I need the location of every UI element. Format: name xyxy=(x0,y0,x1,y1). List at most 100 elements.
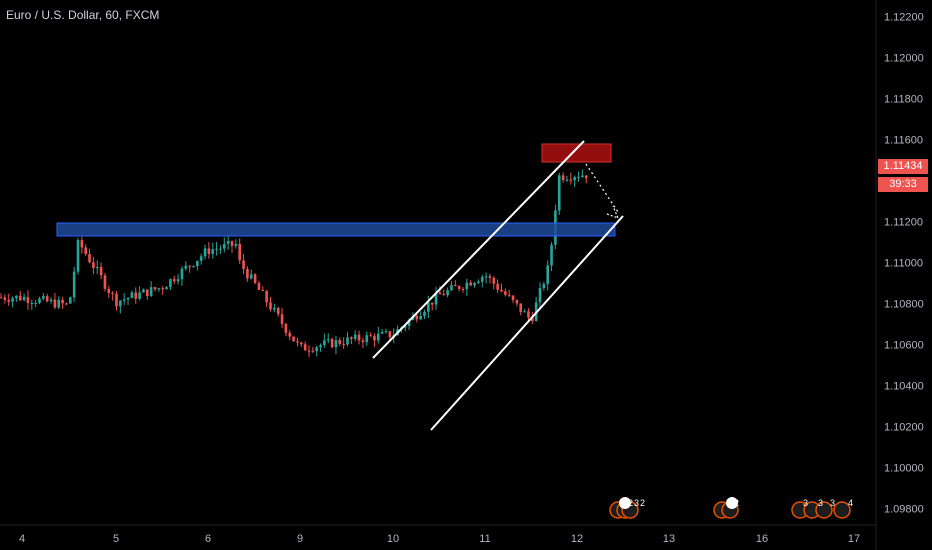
candle-down xyxy=(361,340,365,343)
candle-down xyxy=(488,276,492,278)
time-tick-label: 11 xyxy=(479,533,490,545)
event-count: 2 xyxy=(620,498,625,508)
candle-down xyxy=(284,323,288,333)
candle-down xyxy=(469,282,472,286)
candle-down xyxy=(438,292,442,295)
candle-up xyxy=(403,325,407,328)
candle-up xyxy=(315,347,318,352)
candle-up xyxy=(15,295,18,299)
candle-up xyxy=(380,331,384,334)
event-count: 3 xyxy=(818,498,823,508)
candle-down xyxy=(115,293,118,307)
candle-up xyxy=(427,302,430,312)
candle-down xyxy=(230,241,234,246)
candle-up xyxy=(192,266,195,268)
candle-up xyxy=(538,288,542,303)
candle-up xyxy=(223,243,226,249)
candle-up xyxy=(565,179,569,181)
candle-up xyxy=(176,279,180,282)
candle-up xyxy=(138,292,141,299)
price-tick-label: 1.11000 xyxy=(884,258,923,270)
events-group-2[interactable]: 8 2 xyxy=(713,497,739,519)
candle-up xyxy=(407,319,411,326)
events-group-3[interactable]: 3 3 3 4 xyxy=(791,498,853,519)
candle-down xyxy=(569,179,573,181)
candle-up xyxy=(434,292,438,305)
event-count: 3 xyxy=(803,498,808,508)
candle-down xyxy=(7,299,10,302)
candle-down xyxy=(519,303,523,313)
candle-up xyxy=(199,256,203,261)
price-tick-label: 1.10000 xyxy=(884,463,924,475)
candle-down xyxy=(45,296,49,302)
projection-arrowhead xyxy=(606,205,620,220)
time-tick-label: 9 xyxy=(297,533,303,545)
candle-up xyxy=(95,267,99,269)
candle-up xyxy=(165,287,168,290)
price-tick-label: 1.11200 xyxy=(884,216,923,228)
candle-down xyxy=(88,254,91,263)
event-count-badge xyxy=(619,497,631,509)
candle-down xyxy=(288,332,292,337)
candle-down xyxy=(253,274,257,283)
event-count: 3 xyxy=(830,498,835,508)
candle-down xyxy=(292,336,295,342)
price-tick-label: 1.10600 xyxy=(884,340,924,352)
candle-up xyxy=(334,339,338,348)
time-tick-label: 6 xyxy=(205,533,211,545)
candle-down xyxy=(504,291,507,295)
candle-down xyxy=(496,283,499,290)
candle-down xyxy=(261,289,265,292)
candle-down xyxy=(92,262,95,269)
candle-down xyxy=(80,240,84,248)
candle-up xyxy=(346,337,349,345)
time-tick-label: 4 xyxy=(19,533,25,545)
candle-up xyxy=(149,287,153,296)
candle-up xyxy=(523,311,526,313)
price-tick-label: 1.11800 xyxy=(884,93,923,105)
candle-down xyxy=(53,299,57,308)
price-tick-label: 1.10800 xyxy=(884,299,924,311)
channel-lower-line[interactable] xyxy=(430,215,624,431)
events-group-1[interactable]: 2 2 3 2 xyxy=(609,497,645,519)
resistance-zone[interactable] xyxy=(56,222,616,237)
candle-up xyxy=(226,241,230,244)
candle-down xyxy=(373,336,376,341)
us-flag-icon xyxy=(815,501,833,519)
price-tick-label: 1.12000 xyxy=(884,52,924,64)
candle-up xyxy=(184,265,188,269)
top-zone[interactable] xyxy=(541,143,612,163)
candle-up xyxy=(249,274,253,279)
candle-up xyxy=(38,298,41,303)
time-axis[interactable]: 4 5 6 9 10 11 12 13 16 17 xyxy=(19,533,860,545)
candle-up xyxy=(326,339,330,341)
candle-down xyxy=(527,311,530,318)
candle-up xyxy=(546,265,549,285)
candle-up xyxy=(323,340,326,346)
channel-upper-line[interactable] xyxy=(372,140,585,359)
candle-up xyxy=(142,289,145,293)
bar-countdown-tag: 39:33 xyxy=(878,177,928,192)
candle-up xyxy=(477,281,480,284)
candle-down xyxy=(342,343,345,345)
price-tick-label: 1.11600 xyxy=(884,134,923,146)
candle-down xyxy=(65,303,68,305)
candle-down xyxy=(18,295,22,301)
candle-down xyxy=(265,291,268,303)
candle-down xyxy=(303,344,307,351)
candle-down xyxy=(103,275,107,289)
candle-up xyxy=(30,302,34,304)
candle-down xyxy=(257,282,261,290)
candle-down xyxy=(492,277,496,284)
candle-up xyxy=(384,331,388,333)
candle-up xyxy=(377,333,380,341)
event-count-badge xyxy=(726,497,738,509)
candle-up xyxy=(319,345,322,348)
candle-up xyxy=(72,271,76,298)
candle-down xyxy=(26,297,30,304)
candle-up xyxy=(11,298,14,302)
candle-down xyxy=(584,175,588,179)
event-count: 3 xyxy=(634,498,639,508)
